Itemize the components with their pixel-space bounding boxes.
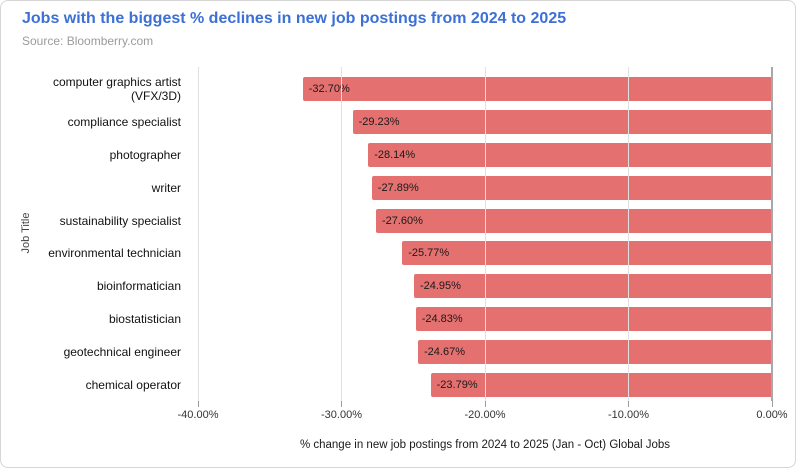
category-label: sustainability specialist bbox=[59, 213, 181, 228]
x-tick-label: -20.00% bbox=[464, 409, 506, 421]
category-label: photographer bbox=[109, 147, 181, 162]
bar-value-label: -23.79% bbox=[436, 378, 478, 391]
plot-area: -32.70% -29.23% -28.14% -27.89% -27.60% -25.7… bbox=[197, 67, 773, 407]
bar: -32.70% bbox=[302, 77, 772, 102]
bar-row: -32.70% bbox=[198, 73, 772, 106]
chart-title: Jobs with the biggest % declines in new … bbox=[22, 10, 567, 27]
bar-value-label: -32.70% bbox=[308, 83, 350, 96]
gridline bbox=[341, 67, 342, 401]
axis-tick bbox=[197, 401, 199, 407]
x-axis-tick-labels: -40.00% -30.00% -20.00% -10.00% 0.00% bbox=[178, 409, 788, 423]
bar-row: -25.77% bbox=[198, 237, 772, 270]
category-label: computer graphics artist (VFX/3D) bbox=[52, 75, 181, 104]
x-tick-label: -40.00% bbox=[177, 409, 219, 421]
axis-tick bbox=[628, 401, 629, 407]
zero-baseline bbox=[771, 67, 773, 401]
bar-row: -24.95% bbox=[198, 270, 772, 303]
bar: -24.67% bbox=[418, 339, 772, 364]
category-label: chemical operator bbox=[85, 377, 181, 392]
category-label: biostatistician bbox=[108, 311, 181, 326]
bar: -27.89% bbox=[371, 175, 772, 200]
bar: -27.60% bbox=[375, 208, 772, 233]
bar: -29.23% bbox=[352, 110, 772, 135]
category-axis: computer graphics artist (VFX/3D) complia… bbox=[1, 73, 190, 401]
bar: -25.77% bbox=[402, 241, 772, 266]
category-label: environmental technician bbox=[48, 246, 181, 261]
bar-value-label: -24.67% bbox=[424, 345, 465, 358]
x-axis-title: % change in new job postings from 2024 t… bbox=[299, 439, 671, 451]
bar-value-label: -25.77% bbox=[408, 247, 450, 260]
category-label: compliance specialist bbox=[67, 115, 181, 130]
bar-row: -24.67% bbox=[198, 335, 772, 368]
x-tick-label: 0.00% bbox=[756, 409, 788, 421]
bar: -24.83% bbox=[415, 306, 772, 331]
category-label: bioinformatician bbox=[96, 279, 181, 294]
bar-row: -24.83% bbox=[198, 303, 772, 336]
x-tick-label: -30.00% bbox=[321, 409, 362, 421]
bar-value-label: -27.60% bbox=[381, 214, 423, 227]
x-tick-label: -10.00% bbox=[608, 409, 649, 421]
source-text: Source: Bloomberry.com bbox=[22, 34, 154, 48]
axis-tick bbox=[341, 401, 342, 407]
gridline bbox=[628, 67, 629, 401]
gridline bbox=[197, 67, 199, 401]
category-label: writer bbox=[151, 180, 181, 195]
category-label: geotechnical engineer bbox=[63, 344, 181, 359]
bar-value-label: -24.83% bbox=[421, 312, 463, 325]
axis-tick bbox=[484, 401, 486, 407]
bar: -28.14% bbox=[368, 142, 772, 167]
bar: -24.95% bbox=[413, 274, 772, 299]
bar-row: -27.89% bbox=[198, 171, 772, 204]
gridline bbox=[484, 67, 486, 401]
bar: -23.79% bbox=[430, 372, 772, 397]
bar-row: -29.23% bbox=[198, 106, 772, 139]
bar-rows: -32.70% -29.23% -28.14% -27.89% -27.60% -25.7… bbox=[198, 73, 772, 401]
bar-value-label: -29.23% bbox=[358, 116, 400, 129]
bar-value-label: -24.95% bbox=[419, 280, 461, 293]
bar-row: -27.60% bbox=[198, 204, 772, 237]
bar-row: -23.79% bbox=[198, 368, 772, 401]
bar-value-label: -28.14% bbox=[374, 148, 416, 161]
axis-tick bbox=[771, 401, 773, 407]
bar-row: -28.14% bbox=[198, 139, 772, 172]
bar-value-label: -27.89% bbox=[377, 181, 419, 194]
